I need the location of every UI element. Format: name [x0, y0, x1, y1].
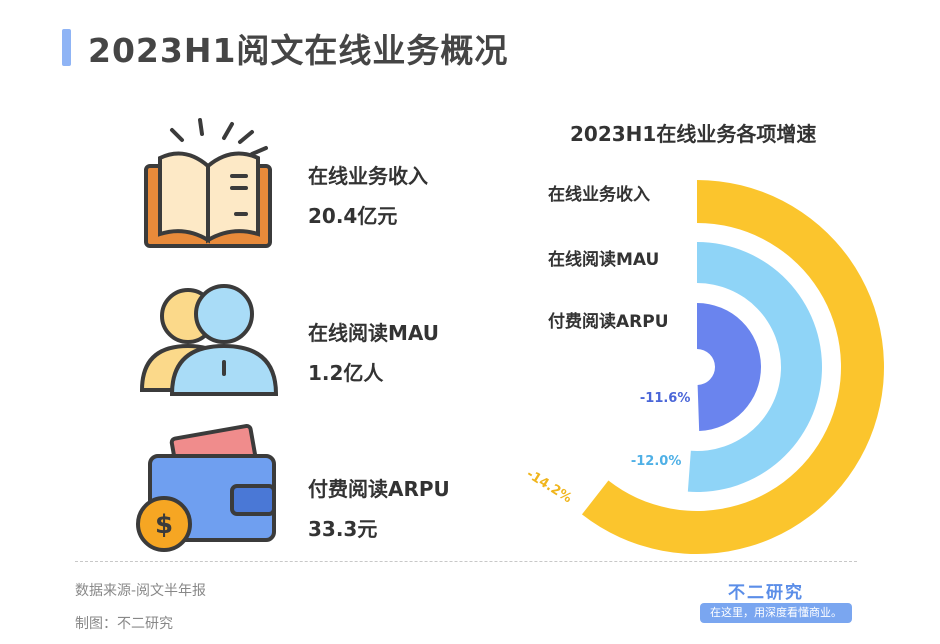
item-label: 在线阅读MAU: [308, 321, 440, 345]
item-value: 33.3元: [308, 517, 378, 541]
title-accent-bar: [62, 29, 71, 66]
brand-slogan: 在这里，用深度看懂商业。: [700, 603, 852, 623]
open-book-icon: [144, 118, 272, 248]
svg-text:$: $: [155, 510, 173, 540]
item-label: 付费阅读ARPU: [308, 477, 450, 501]
radial-bar: [687, 242, 823, 492]
page-title: 2023H1阅文在线业务概况: [88, 31, 509, 70]
item-value: 20.4亿元: [308, 204, 398, 228]
category-label: 在线阅读MAU: [548, 249, 659, 270]
source-note: 数据来源-阅文半年报: [75, 583, 207, 599]
users-icon: [139, 284, 279, 396]
radial-bar: [697, 303, 761, 431]
data-label: -11.6%: [640, 391, 691, 406]
item-label: 在线业务收入: [308, 164, 428, 188]
data-label: -14.2%: [524, 467, 575, 506]
category-label: 付费阅读ARPU: [548, 311, 669, 332]
divider: [75, 561, 857, 562]
category-label: 在线业务收入: [548, 184, 650, 205]
radial-bar: [581, 180, 884, 554]
item-value: 1.2亿人: [308, 361, 384, 385]
brand-logo: 不二研究: [728, 583, 804, 603]
credit-note: 制图：不二研究: [75, 616, 173, 632]
chart-title: 2023H1在线业务各项增速: [570, 122, 817, 146]
data-label: -12.0%: [631, 454, 682, 469]
wallet-icon: $: [136, 423, 276, 552]
